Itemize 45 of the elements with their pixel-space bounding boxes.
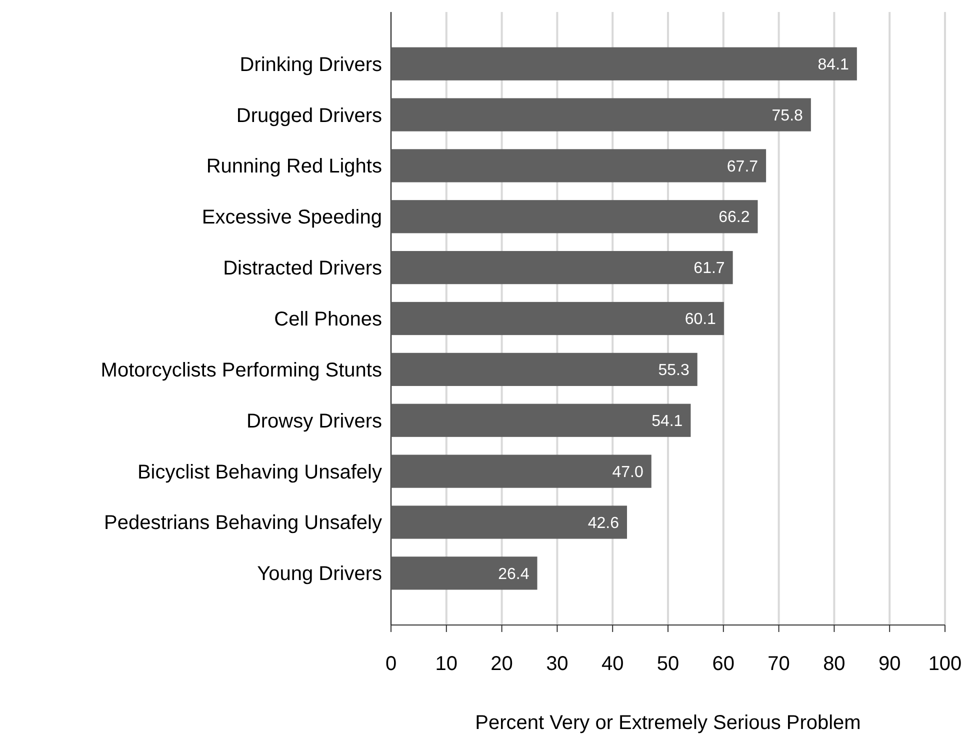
x-axis-title: Percent Very or Extremely Serious Problem — [475, 712, 861, 734]
x-tick-label: 80 — [823, 653, 846, 675]
data-label: 60.1 — [684, 311, 716, 328]
y-tick-label: Cell Phones — [274, 308, 382, 330]
y-tick-label: Drowsy Drivers — [246, 410, 382, 432]
x-tick-label: 10 — [435, 653, 458, 675]
x-tick-label: 50 — [656, 653, 680, 675]
data-label: 61.7 — [694, 260, 725, 278]
bar — [391, 251, 733, 284]
x-tick-label: 90 — [878, 653, 901, 675]
y-tick-label: Running Red Lights — [206, 156, 382, 178]
bar — [391, 506, 628, 539]
y-tick-label: Drugged Drivers — [236, 104, 382, 127]
x-tick-label: 60 — [712, 653, 735, 675]
x-tick-label: 20 — [490, 653, 513, 675]
y-tick-label: Bicyclist Behaving Unsafely — [137, 461, 382, 484]
bar — [391, 556, 538, 590]
y-tick-label: Young Drivers — [257, 563, 382, 586]
bar — [391, 352, 698, 386]
bar — [391, 47, 857, 80]
x-tick-label: 100 — [928, 653, 962, 675]
y-tick-label: Excessive Speeding — [202, 206, 382, 229]
data-label: 66.2 — [718, 209, 750, 226]
data-label: 67.7 — [726, 158, 758, 176]
data-label: 54.1 — [652, 412, 683, 430]
data-label: 47.0 — [612, 464, 644, 481]
data-label: 55.3 — [658, 362, 690, 380]
data-label: 42.6 — [588, 514, 620, 532]
y-tick-label: Pedestrians Behaving Unsafely — [104, 512, 382, 534]
x-tick-label: 30 — [546, 653, 568, 675]
y-tick-label: Distracted Drivers — [223, 258, 382, 280]
x-tick-label: 40 — [601, 653, 624, 675]
y-tick-label: Drinking Drivers — [240, 54, 382, 76]
bar — [391, 98, 811, 132]
bar — [391, 454, 652, 488]
x-tick-label: 70 — [768, 653, 790, 675]
data-label: 75.8 — [772, 107, 804, 124]
bar — [391, 200, 758, 234]
bar — [391, 302, 724, 336]
x-tick-label: 0 — [385, 653, 397, 675]
data-label: 26.4 — [498, 566, 530, 583]
bar — [391, 404, 691, 437]
y-tick-label: Motorcyclists Performing Stunts — [100, 359, 382, 382]
bar — [391, 149, 766, 182]
data-label: 84.1 — [818, 56, 850, 74]
